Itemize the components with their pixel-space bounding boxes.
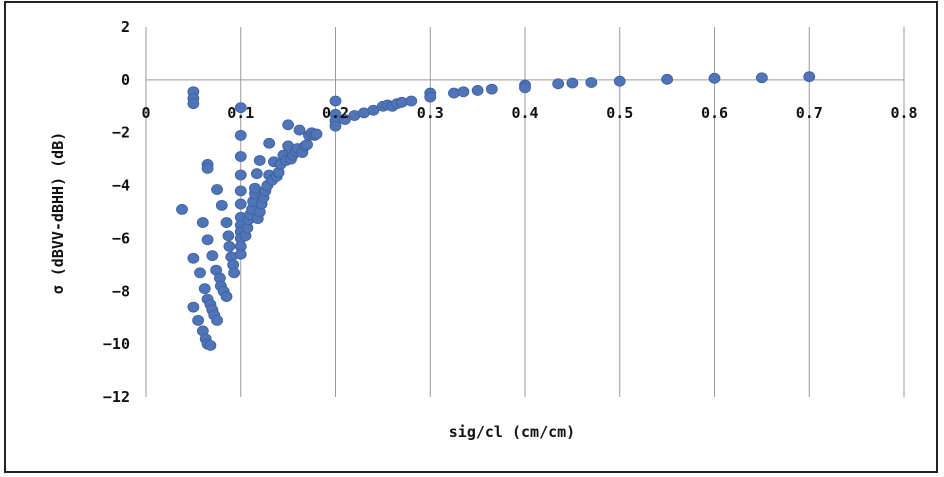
data-point	[293, 124, 306, 136]
x-tick-label: 0.5	[606, 104, 633, 122]
data-point	[803, 71, 816, 83]
x-tick-labels: 0 0.1 0.2 0.3 0.4 0.5 0.6 0.7 0.8	[141, 104, 917, 122]
data-point	[192, 314, 205, 326]
data-point	[222, 230, 235, 242]
data-point	[250, 168, 263, 180]
data-point	[176, 203, 188, 215]
data-point	[282, 119, 295, 131]
x-tick-label: 0.2	[322, 104, 349, 122]
data-point	[220, 291, 233, 302]
data-point	[585, 77, 598, 88]
data-point	[234, 248, 247, 260]
data-point	[223, 240, 236, 252]
data-point	[301, 139, 313, 151]
y-tick-label: −4	[112, 177, 130, 195]
data-point	[201, 234, 214, 246]
data-point	[187, 252, 200, 264]
data-point	[234, 185, 247, 197]
data-point	[201, 162, 214, 174]
x-tick-label: 0.7	[796, 104, 823, 122]
data-point	[211, 184, 223, 195]
data-point	[566, 77, 579, 89]
data-point	[198, 283, 211, 295]
data-point	[485, 83, 498, 95]
data-point	[519, 82, 531, 94]
data-point	[253, 155, 266, 166]
y-axis-label: σ (dBVV-dBHH) (dB)	[49, 132, 67, 295]
data-point	[187, 301, 200, 313]
data-point	[424, 91, 437, 103]
x-tick-label: 0.6	[701, 104, 728, 122]
data-point	[661, 73, 674, 85]
y-tick-label: −12	[103, 388, 130, 406]
data-point	[708, 72, 721, 84]
data-point	[215, 199, 228, 211]
data-point	[310, 128, 323, 140]
data-point	[405, 95, 418, 107]
data-point	[329, 120, 342, 132]
x-tick-label: 0.8	[890, 104, 917, 122]
data-point	[457, 86, 470, 98]
x-tick-label: 0.3	[417, 104, 444, 122]
data-point	[234, 169, 247, 181]
data-point	[187, 98, 200, 110]
y-tick-label: −2	[112, 124, 130, 142]
y-tick-label: 2	[121, 18, 130, 36]
y-tick-label: −10	[103, 335, 130, 353]
data-point	[755, 72, 768, 84]
data-point	[329, 95, 342, 107]
data-point	[204, 340, 217, 351]
data-point	[263, 137, 276, 149]
data-point	[613, 75, 626, 87]
data-point	[552, 78, 565, 90]
x-tick-label: 0.1	[227, 104, 254, 122]
data-point	[196, 217, 209, 228]
data-point	[234, 102, 247, 114]
x-tick-label: 0	[141, 104, 150, 122]
x-tick-label: 0.4	[511, 104, 538, 122]
data-point	[234, 151, 247, 162]
data-point	[194, 267, 206, 279]
data-point	[234, 198, 247, 210]
data-point	[471, 85, 484, 96]
data-point	[234, 129, 247, 141]
data-point	[228, 267, 241, 279]
data-point	[211, 314, 223, 326]
y-tick-labels: 2 0 −2 −4 −6 −8 −10 −12	[103, 18, 130, 406]
data-point	[249, 182, 261, 194]
data-point	[206, 250, 219, 262]
data-points	[176, 71, 816, 351]
y-tick-label: 0	[121, 71, 130, 89]
y-tick-label: −6	[112, 229, 130, 247]
x-axis-label: sig/cl (cm/cm)	[449, 423, 575, 441]
y-tick-label: −8	[112, 282, 130, 300]
data-point	[220, 217, 233, 228]
